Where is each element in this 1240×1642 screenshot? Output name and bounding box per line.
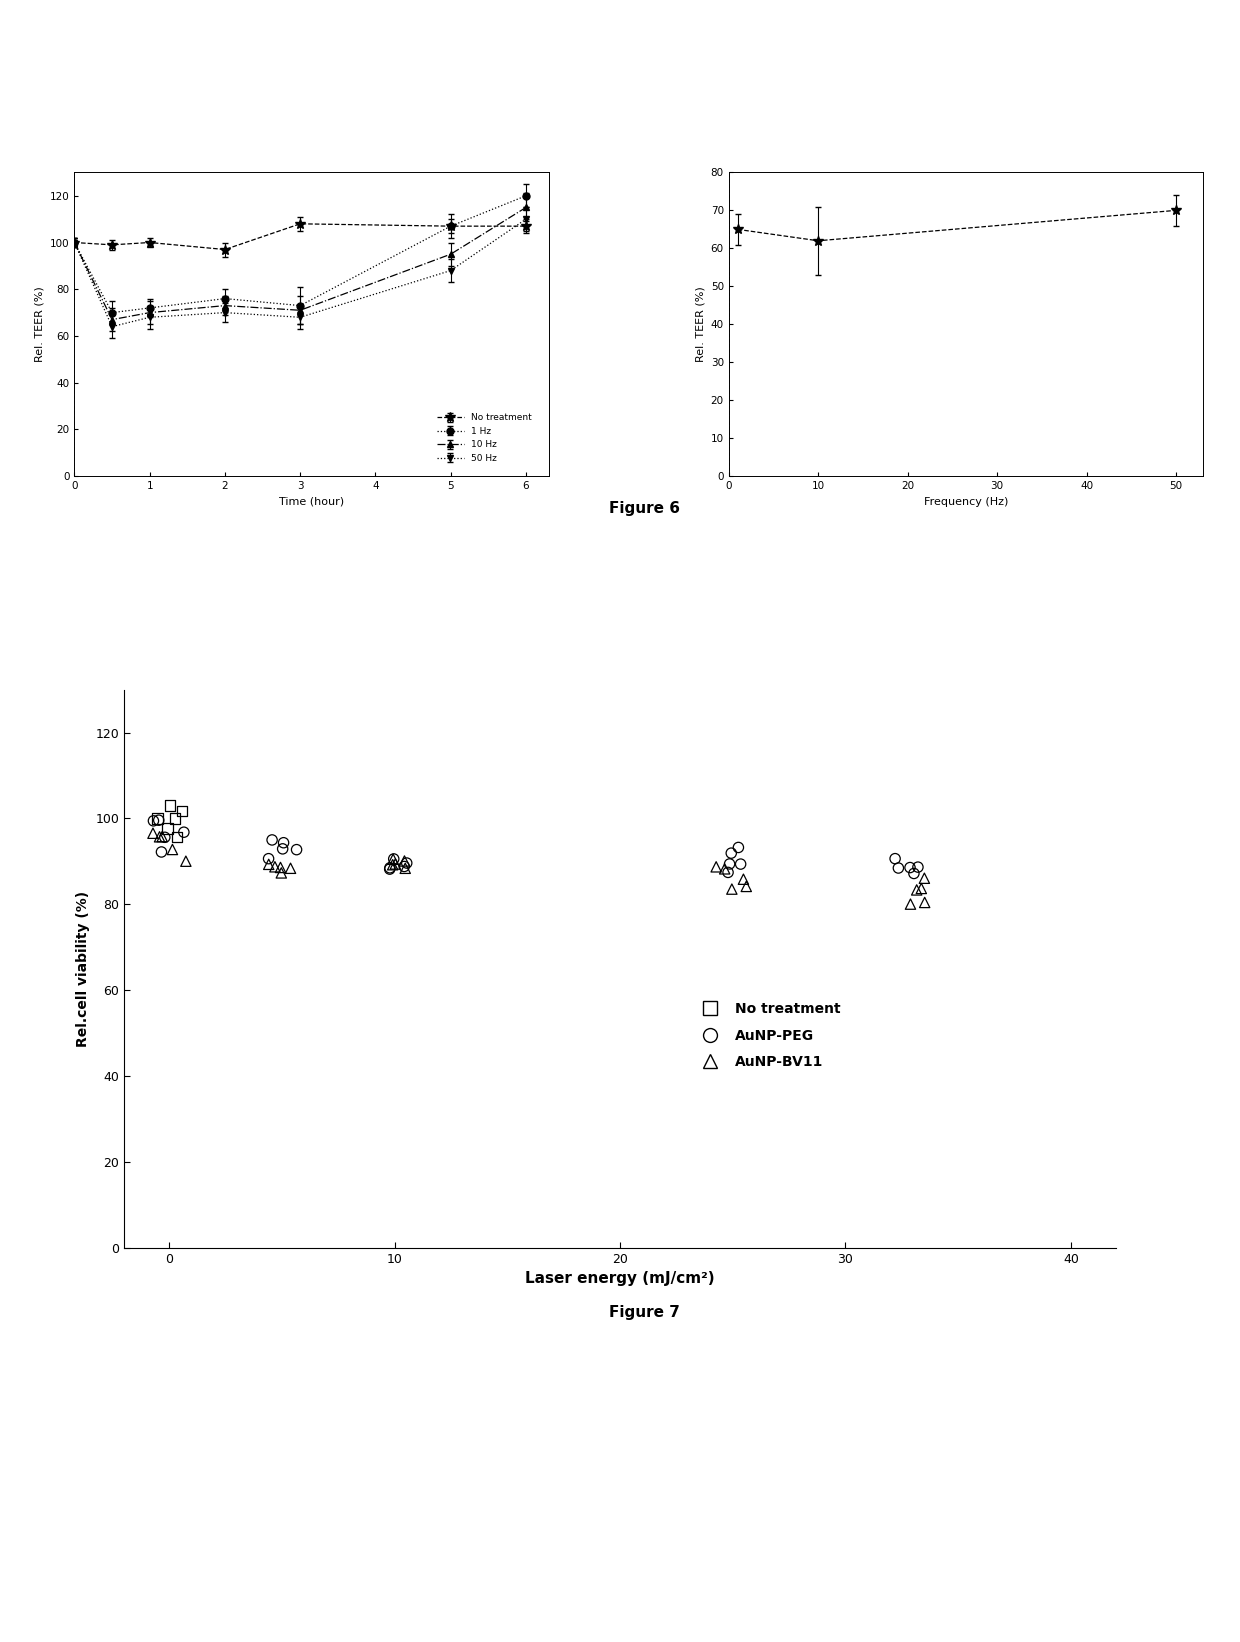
AuNP-PEG — [174, 819, 193, 846]
Point — [270, 854, 290, 880]
No treatment — [160, 793, 180, 819]
No treatment — [148, 805, 167, 831]
AuNP-BV11 — [143, 819, 162, 846]
Point — [272, 860, 291, 887]
Point — [734, 865, 754, 892]
X-axis label: Laser energy (mJ/cm²): Laser energy (mJ/cm²) — [526, 1271, 714, 1286]
Point — [383, 846, 403, 872]
Point — [915, 890, 935, 916]
AuNP-BV11 — [162, 836, 182, 862]
Point — [286, 836, 306, 862]
Point — [273, 836, 293, 862]
Point — [259, 851, 279, 877]
Point — [719, 851, 739, 877]
No treatment — [157, 816, 177, 842]
Point — [737, 874, 756, 900]
Text: Figure 7: Figure 7 — [609, 1305, 681, 1320]
Point — [274, 829, 294, 855]
No treatment — [166, 824, 186, 851]
AuNP-BV11 — [176, 847, 196, 874]
Point — [730, 851, 750, 877]
Point — [386, 851, 405, 877]
Point — [908, 854, 928, 880]
Point — [259, 846, 279, 872]
Point — [396, 855, 415, 882]
Point — [714, 855, 734, 882]
Legend: No treatment, AuNP-PEG, AuNP-BV11: No treatment, AuNP-PEG, AuNP-BV11 — [691, 997, 847, 1076]
Point — [906, 877, 926, 903]
Point — [718, 859, 738, 885]
Y-axis label: Rel.cell viability (%): Rel.cell viability (%) — [76, 890, 89, 1048]
Point — [384, 846, 404, 872]
Point — [379, 855, 399, 882]
Point — [394, 847, 414, 874]
Point — [889, 855, 909, 882]
Text: Figure 6: Figure 6 — [609, 501, 681, 516]
AuNP-BV11 — [153, 823, 172, 849]
Y-axis label: Rel. TEER (%): Rel. TEER (%) — [35, 286, 45, 363]
AuNP-PEG — [155, 824, 175, 851]
Point — [885, 846, 905, 872]
Point — [914, 865, 934, 892]
Y-axis label: Rel. TEER (%): Rel. TEER (%) — [696, 286, 706, 363]
Point — [911, 875, 931, 901]
No treatment — [172, 798, 192, 824]
Point — [265, 854, 285, 880]
Point — [900, 854, 920, 880]
Point — [722, 875, 742, 901]
Point — [280, 855, 300, 882]
Point — [379, 855, 399, 882]
Point — [707, 854, 727, 880]
AuNP-PEG — [151, 839, 171, 865]
Point — [900, 892, 920, 918]
Legend: No treatment, 1 Hz, 10 Hz, 50 Hz: No treatment, 1 Hz, 10 Hz, 50 Hz — [434, 410, 534, 466]
X-axis label: Frequency (Hz): Frequency (Hz) — [924, 496, 1008, 507]
X-axis label: Time (hour): Time (hour) — [279, 496, 343, 507]
Point — [722, 841, 742, 867]
No treatment — [165, 805, 185, 831]
Point — [394, 854, 414, 880]
AuNP-PEG — [144, 808, 164, 834]
AuNP-PEG — [149, 808, 169, 834]
Point — [728, 834, 748, 860]
Point — [262, 828, 281, 854]
Point — [383, 852, 403, 878]
AuNP-BV11 — [150, 824, 170, 851]
Point — [397, 851, 417, 877]
Point — [904, 860, 924, 887]
